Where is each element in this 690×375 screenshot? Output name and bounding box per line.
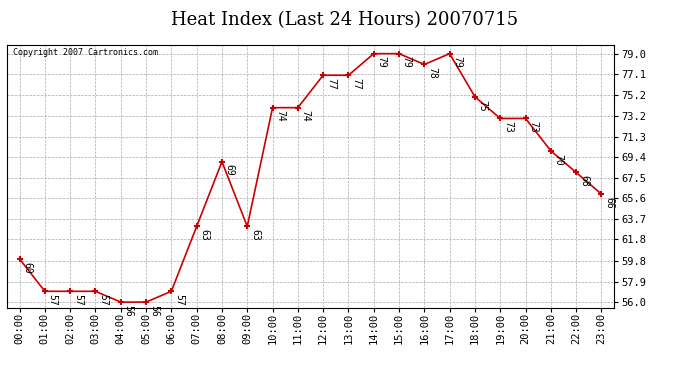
Text: 60: 60 [22,262,32,273]
Text: 57: 57 [73,294,83,306]
Text: 63: 63 [250,229,260,241]
Text: 56: 56 [124,305,134,316]
Text: 56: 56 [149,305,159,316]
Text: 69: 69 [225,165,235,176]
Text: 78: 78 [427,67,437,79]
Text: 79: 79 [402,56,412,68]
Text: 57: 57 [174,294,184,306]
Text: 57: 57 [48,294,58,306]
Text: 74: 74 [301,110,310,122]
Text: 68: 68 [579,175,589,187]
Text: 77: 77 [326,78,336,90]
Text: 77: 77 [351,78,362,90]
Text: 66: 66 [604,197,614,208]
Text: 74: 74 [275,110,286,122]
Text: 57: 57 [98,294,108,306]
Text: 73: 73 [529,121,538,133]
Text: 79: 79 [377,56,386,68]
Text: 70: 70 [553,154,564,165]
Text: 63: 63 [199,229,210,241]
Text: Copyright 2007 Cartronics.com: Copyright 2007 Cartronics.com [13,48,158,57]
Text: 75: 75 [477,100,488,111]
Text: Heat Index (Last 24 Hours) 20070715: Heat Index (Last 24 Hours) 20070715 [171,11,519,29]
Text: 79: 79 [453,56,462,68]
Text: 73: 73 [503,121,513,133]
